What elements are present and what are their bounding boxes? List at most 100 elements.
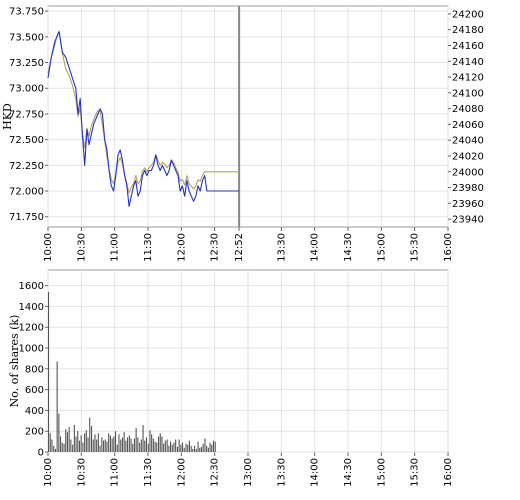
price-y-tick-label-left: 72.250 [9,161,44,172]
volume-bar [130,438,132,452]
volume-bar [54,448,56,452]
volume-bar [120,439,122,452]
volume-bar [187,444,189,452]
index-y-tick-label-right: 24120 [452,73,484,84]
index-y-tick-label-right: 24200 [452,9,484,20]
volume-bar [211,444,213,452]
volume-bar [70,439,72,452]
volume-bar [166,439,168,452]
volume-bar [171,444,173,452]
index-y-tick-label-right: 24000 [452,167,484,178]
price-y-tick-label-left: 72.500 [9,135,44,146]
index-y-tick-label-right: 24140 [452,57,484,68]
volume-bar [91,426,93,452]
volume-x-tick-label: 11:00 [110,458,121,487]
volume-bar [60,436,62,452]
volume-bar [104,439,106,452]
volume-bar [89,417,91,452]
volume-bar [72,444,74,452]
volume-y-tick-label: 1000 [19,344,44,355]
volume-bar [197,441,199,452]
volume-bar [214,441,216,452]
volume-bar [106,441,108,452]
volume-bar [147,443,149,452]
volume-bar [185,443,187,452]
price-y-tick-label-left: 73.500 [9,32,44,43]
volume-bar [140,439,142,452]
index-y-tick-label-right: 24080 [452,104,484,115]
price-y-tick-label-left: 73.750 [9,7,44,18]
volume-bar [77,431,79,452]
volume-bar [158,436,160,452]
volume-x-tick-label: 10:00 [43,458,54,487]
price-y-axis-title: HKD [1,103,14,130]
volume-bar [194,445,196,452]
volume-bar [75,436,77,452]
volume-bar [209,442,211,452]
volume-bar [61,442,63,452]
volume-y-tick-label: 0 [38,448,44,459]
volume-bar [53,445,55,452]
volume-bar [159,433,161,452]
volume-bar [94,434,96,452]
price-plot-area [47,5,449,228]
volume-bar [192,448,194,452]
index-y-tick-label-right: 24060 [452,120,484,131]
volume-y-tick-label: 800 [25,364,44,375]
volume-bar [135,428,137,452]
price-x-tick-label: 12:30 [210,233,221,262]
price-y-tick-label-left: 73.250 [9,58,44,69]
volume-bar [127,437,129,452]
price-x-tick-label: 14:30 [343,233,354,262]
price-y-tick-label-left: 72.000 [9,187,44,198]
volume-bar [176,446,178,452]
volume-y-tick-label: 1400 [19,302,44,313]
volume-bar [161,436,163,452]
volume-bar [51,439,53,452]
volume-bar [125,440,127,452]
volume-bar [149,430,151,452]
index-y-tick-label-right: 24180 [452,25,484,36]
volume-bar [137,437,139,452]
volume-bar [173,442,175,452]
volume-bar [121,437,123,452]
volume-bar [204,438,206,452]
volume-bar [190,445,192,452]
volume-bar [145,437,147,452]
volume-bar [78,440,80,452]
volume-bar [202,443,204,452]
volume-bar [154,441,156,452]
volume-x-tick-label: 11:30 [143,458,154,487]
price-x-tick-label: 14:00 [310,233,321,262]
volume-bar [109,435,111,452]
volume-bar [128,435,130,452]
volume-bar [151,434,153,452]
volume-bar [92,439,94,452]
volume-bar [103,440,105,452]
volume-bar [182,442,184,452]
volume-bar [111,438,113,452]
volume-bar [96,439,98,452]
volume-bar [108,433,110,452]
volume-bar [113,436,115,452]
volume-x-tick-label: 12:30 [210,458,221,487]
volume-bar [170,441,172,452]
price-x-tick-label: 15:30 [410,233,421,262]
volume-bar [56,361,58,452]
volume-bar [116,444,118,452]
price-x-tick-label: 12:00 [176,233,187,262]
volume-bar [123,432,125,452]
volume-y-tick-label: 600 [25,385,44,396]
volume-bar [206,445,208,452]
volume-bar [132,443,134,452]
index-y-tick-label-right: 23980 [452,183,484,194]
price-x-tick-label: 13:30 [276,233,287,262]
volume-bar [178,439,180,452]
volume-x-tick-label: 14:00 [310,458,321,487]
price-x-tick-label: 11:30 [143,233,154,262]
volume-bar [82,442,84,452]
index-y-tick-label-right: 24040 [452,136,484,147]
volume-bar [188,440,190,452]
price-y-tick-label-left: 72.750 [9,109,44,120]
